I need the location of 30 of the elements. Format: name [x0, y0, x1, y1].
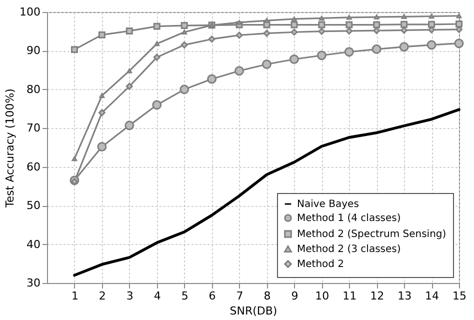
- x-axis-title: SNR(DB): [230, 304, 278, 318]
- x-tick-label: 9: [291, 290, 298, 302]
- y-tick-label: 90: [26, 44, 40, 58]
- legend-label: Naive Bayes: [297, 199, 359, 210]
- x-tick-label: 15: [452, 290, 466, 302]
- y-tick-label: 60: [26, 160, 40, 174]
- legend-label: Method 1 (4 classes): [297, 213, 401, 224]
- y-tick-label: 30: [26, 276, 40, 290]
- x-tick-label: 6: [208, 290, 216, 302]
- x-tick-label: 8: [264, 290, 271, 302]
- y-tick-label: 70: [26, 122, 40, 135]
- y-axis-title: Test Accuracy (100%): [4, 88, 17, 208]
- y-tick-label: 100: [20, 6, 40, 18]
- x-tick-label: 7: [236, 290, 244, 302]
- legend-label: Method 2 (Spectrum Sensing): [297, 229, 446, 240]
- y-tick-label: 50: [26, 199, 40, 212]
- x-tick-label: 13: [398, 290, 412, 302]
- legend-label: Method 2: [297, 259, 344, 270]
- y-tick-label: 80: [26, 82, 40, 96]
- legend-label: Method 2 (3 classes): [297, 244, 401, 255]
- x-tick-label: 1: [71, 290, 78, 302]
- y-tick-label: 40: [26, 238, 40, 251]
- x-tick-label: 12: [370, 290, 384, 302]
- x-tick-label: 4: [154, 290, 161, 302]
- x-tick-label: 14: [425, 290, 440, 302]
- x-tick-label: 11: [342, 290, 357, 302]
- x-tick-label: 5: [181, 290, 188, 302]
- x-tick-label: 10: [315, 290, 330, 302]
- x-tick-label: 2: [98, 290, 106, 302]
- x-tick-label: 3: [126, 290, 134, 302]
